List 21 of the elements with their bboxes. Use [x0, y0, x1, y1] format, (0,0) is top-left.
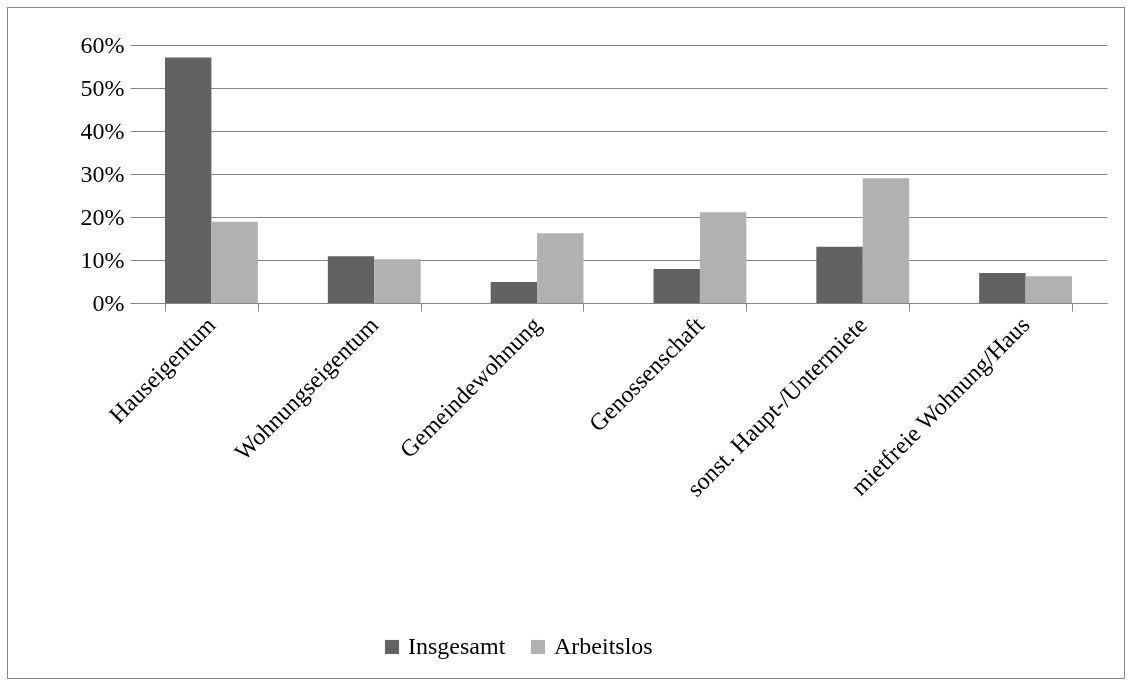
legend-label: Insgesamt — [408, 633, 506, 659]
bar — [1025, 276, 1072, 303]
y-tick-label: 10% — [80, 246, 125, 273]
bar — [374, 259, 421, 303]
bar — [211, 221, 258, 303]
bar — [490, 281, 538, 303]
bar — [979, 272, 1026, 303]
y-tick-label: 30% — [80, 160, 125, 187]
y-tick-label: 50% — [80, 74, 125, 101]
bar — [537, 233, 584, 303]
y-tick-label: 20% — [80, 203, 125, 230]
y-tick-label: 40% — [80, 117, 125, 144]
y-tick-label: 60% — [80, 31, 125, 58]
bar — [816, 246, 863, 303]
bar — [327, 256, 375, 303]
bar — [653, 269, 700, 303]
bar — [165, 57, 212, 303]
bar — [699, 212, 747, 303]
legend-label: Arbeitslos — [554, 633, 653, 659]
y-tick-label: 0% — [92, 289, 125, 316]
bar — [862, 178, 910, 303]
